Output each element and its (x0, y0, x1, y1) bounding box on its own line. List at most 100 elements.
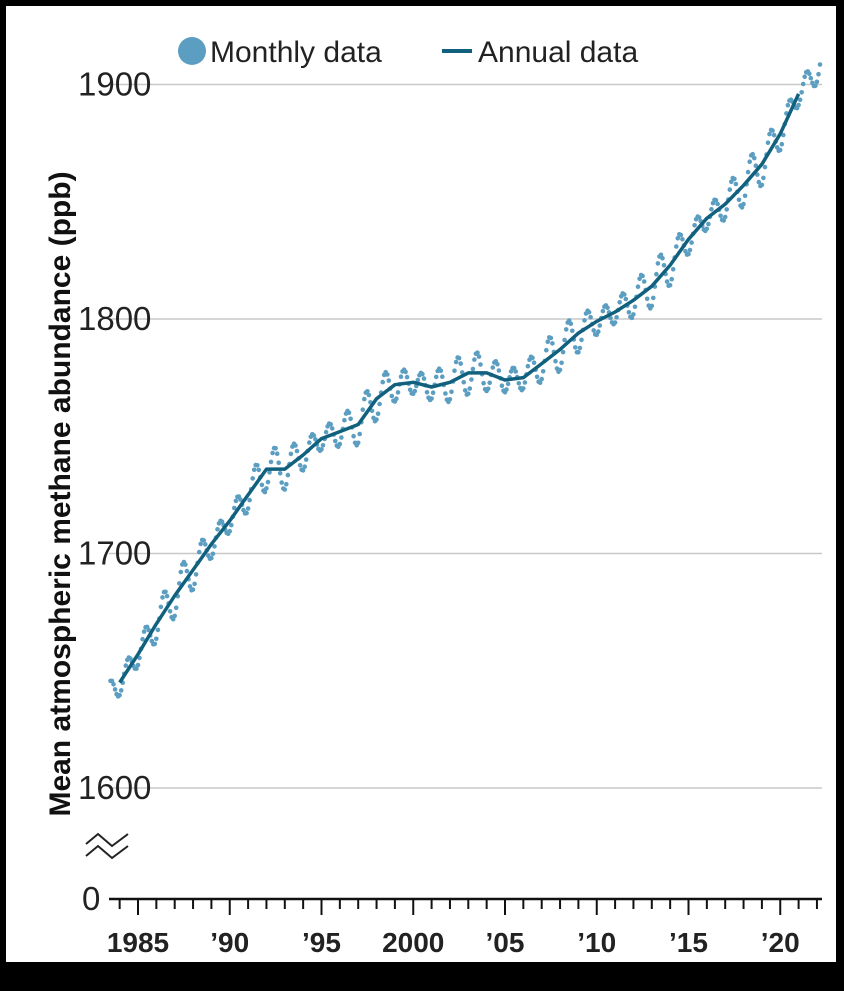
monthly-point (118, 688, 124, 693)
gridlines (109, 83, 822, 789)
x-tick-label-2000: 2000 (382, 927, 444, 958)
monthly-point (407, 387, 413, 393)
monthly-point (654, 271, 659, 277)
monthly-point (229, 522, 234, 528)
monthly-point (617, 300, 622, 305)
monthly-point (596, 329, 601, 334)
monthly-point (644, 296, 650, 302)
monthly-point (669, 276, 674, 282)
monthly-point (300, 468, 306, 473)
monthly-point (544, 347, 549, 353)
monthly-point (380, 379, 386, 385)
monthly-point (375, 411, 381, 417)
monthly-point (302, 464, 308, 470)
monthly-point (640, 273, 645, 279)
monthly-point (777, 147, 783, 153)
monthly-point (184, 568, 190, 574)
monthly-point (472, 357, 477, 362)
monthly-point (761, 175, 766, 181)
monthly-point (193, 572, 199, 577)
monthly-point (475, 350, 480, 356)
monthly-point (807, 71, 812, 76)
monthly-point (623, 296, 629, 302)
monthly-point (342, 417, 347, 423)
monthly-point (586, 309, 592, 315)
monthly-point (724, 207, 729, 212)
x-axis: 1985 ’90 ’95 2000 ’05 ’10 ’15 ’20 (107, 897, 822, 958)
monthly-point (495, 362, 500, 367)
monthly-point (771, 132, 777, 138)
monthly-point (496, 368, 502, 373)
monthly-point (531, 360, 537, 366)
monthly-point (591, 328, 596, 333)
monthly-point (612, 320, 618, 325)
monthly-point (651, 295, 656, 301)
monthly-point (692, 223, 697, 228)
monthly-point (563, 327, 569, 332)
monthly-point (333, 438, 338, 444)
monthly-point (641, 279, 647, 284)
monthly-point (420, 371, 425, 377)
monthly-point (577, 345, 583, 351)
monthly-point (513, 369, 518, 374)
monthly-point (655, 261, 661, 266)
monthly-point (470, 366, 476, 372)
monthly-point (545, 339, 551, 345)
monthly-point (476, 354, 482, 359)
monthly-point (440, 374, 445, 380)
monthly-point (123, 663, 129, 668)
monthly-point (160, 595, 165, 600)
monthly-point (256, 467, 262, 473)
monthly-point (346, 410, 352, 416)
monthly-point (660, 255, 665, 261)
monthly-point (696, 215, 702, 220)
monthly-point (273, 446, 278, 451)
monthly-point (785, 102, 791, 108)
monthly-point (637, 276, 642, 282)
monthly-point (155, 627, 161, 633)
monthly-point (276, 460, 282, 466)
monthly-point (196, 549, 202, 555)
monthly-point (313, 437, 318, 442)
monthly-point (293, 443, 298, 448)
monthly-point (779, 141, 785, 147)
monthly-point (678, 232, 684, 238)
monthly-point (264, 486, 269, 491)
monthly-point (398, 374, 404, 380)
monthly-point (362, 396, 367, 402)
monthly-point (274, 451, 280, 457)
monthly-point (741, 201, 746, 207)
monthly-point (112, 687, 118, 692)
monthly-point (568, 321, 574, 327)
monthly-point (360, 407, 366, 413)
monthly-point (135, 662, 141, 668)
x-tick-label-1995: ’95 (302, 927, 341, 958)
monthly-point (553, 358, 558, 364)
monthly-point (412, 388, 418, 394)
monthly-point (233, 498, 239, 504)
monthly-point (499, 383, 505, 389)
monthly-point (279, 480, 285, 485)
monthly-point (351, 433, 356, 439)
monthly-point (718, 213, 723, 219)
monthly-point (403, 369, 408, 375)
monthly-point (614, 315, 619, 320)
monthly-point (456, 355, 462, 361)
monthly-point (635, 284, 641, 290)
x-tick-label-2010: ’10 (577, 927, 616, 958)
monthly-point (487, 380, 493, 386)
monthly-point (534, 374, 540, 380)
monthly-point (270, 450, 275, 456)
monthly-point (268, 459, 274, 465)
monthly-point (429, 396, 434, 401)
monthly-point (661, 263, 667, 268)
monthly-point (469, 377, 474, 382)
monthly-point (173, 605, 179, 611)
monthly-point (134, 666, 139, 671)
monthly-point (649, 303, 655, 309)
monthly-point (522, 380, 528, 385)
monthly-point (745, 169, 751, 175)
monthly-point (525, 363, 531, 369)
monthly-point (799, 90, 804, 95)
y-tick-label-0: 1600 (78, 769, 151, 806)
